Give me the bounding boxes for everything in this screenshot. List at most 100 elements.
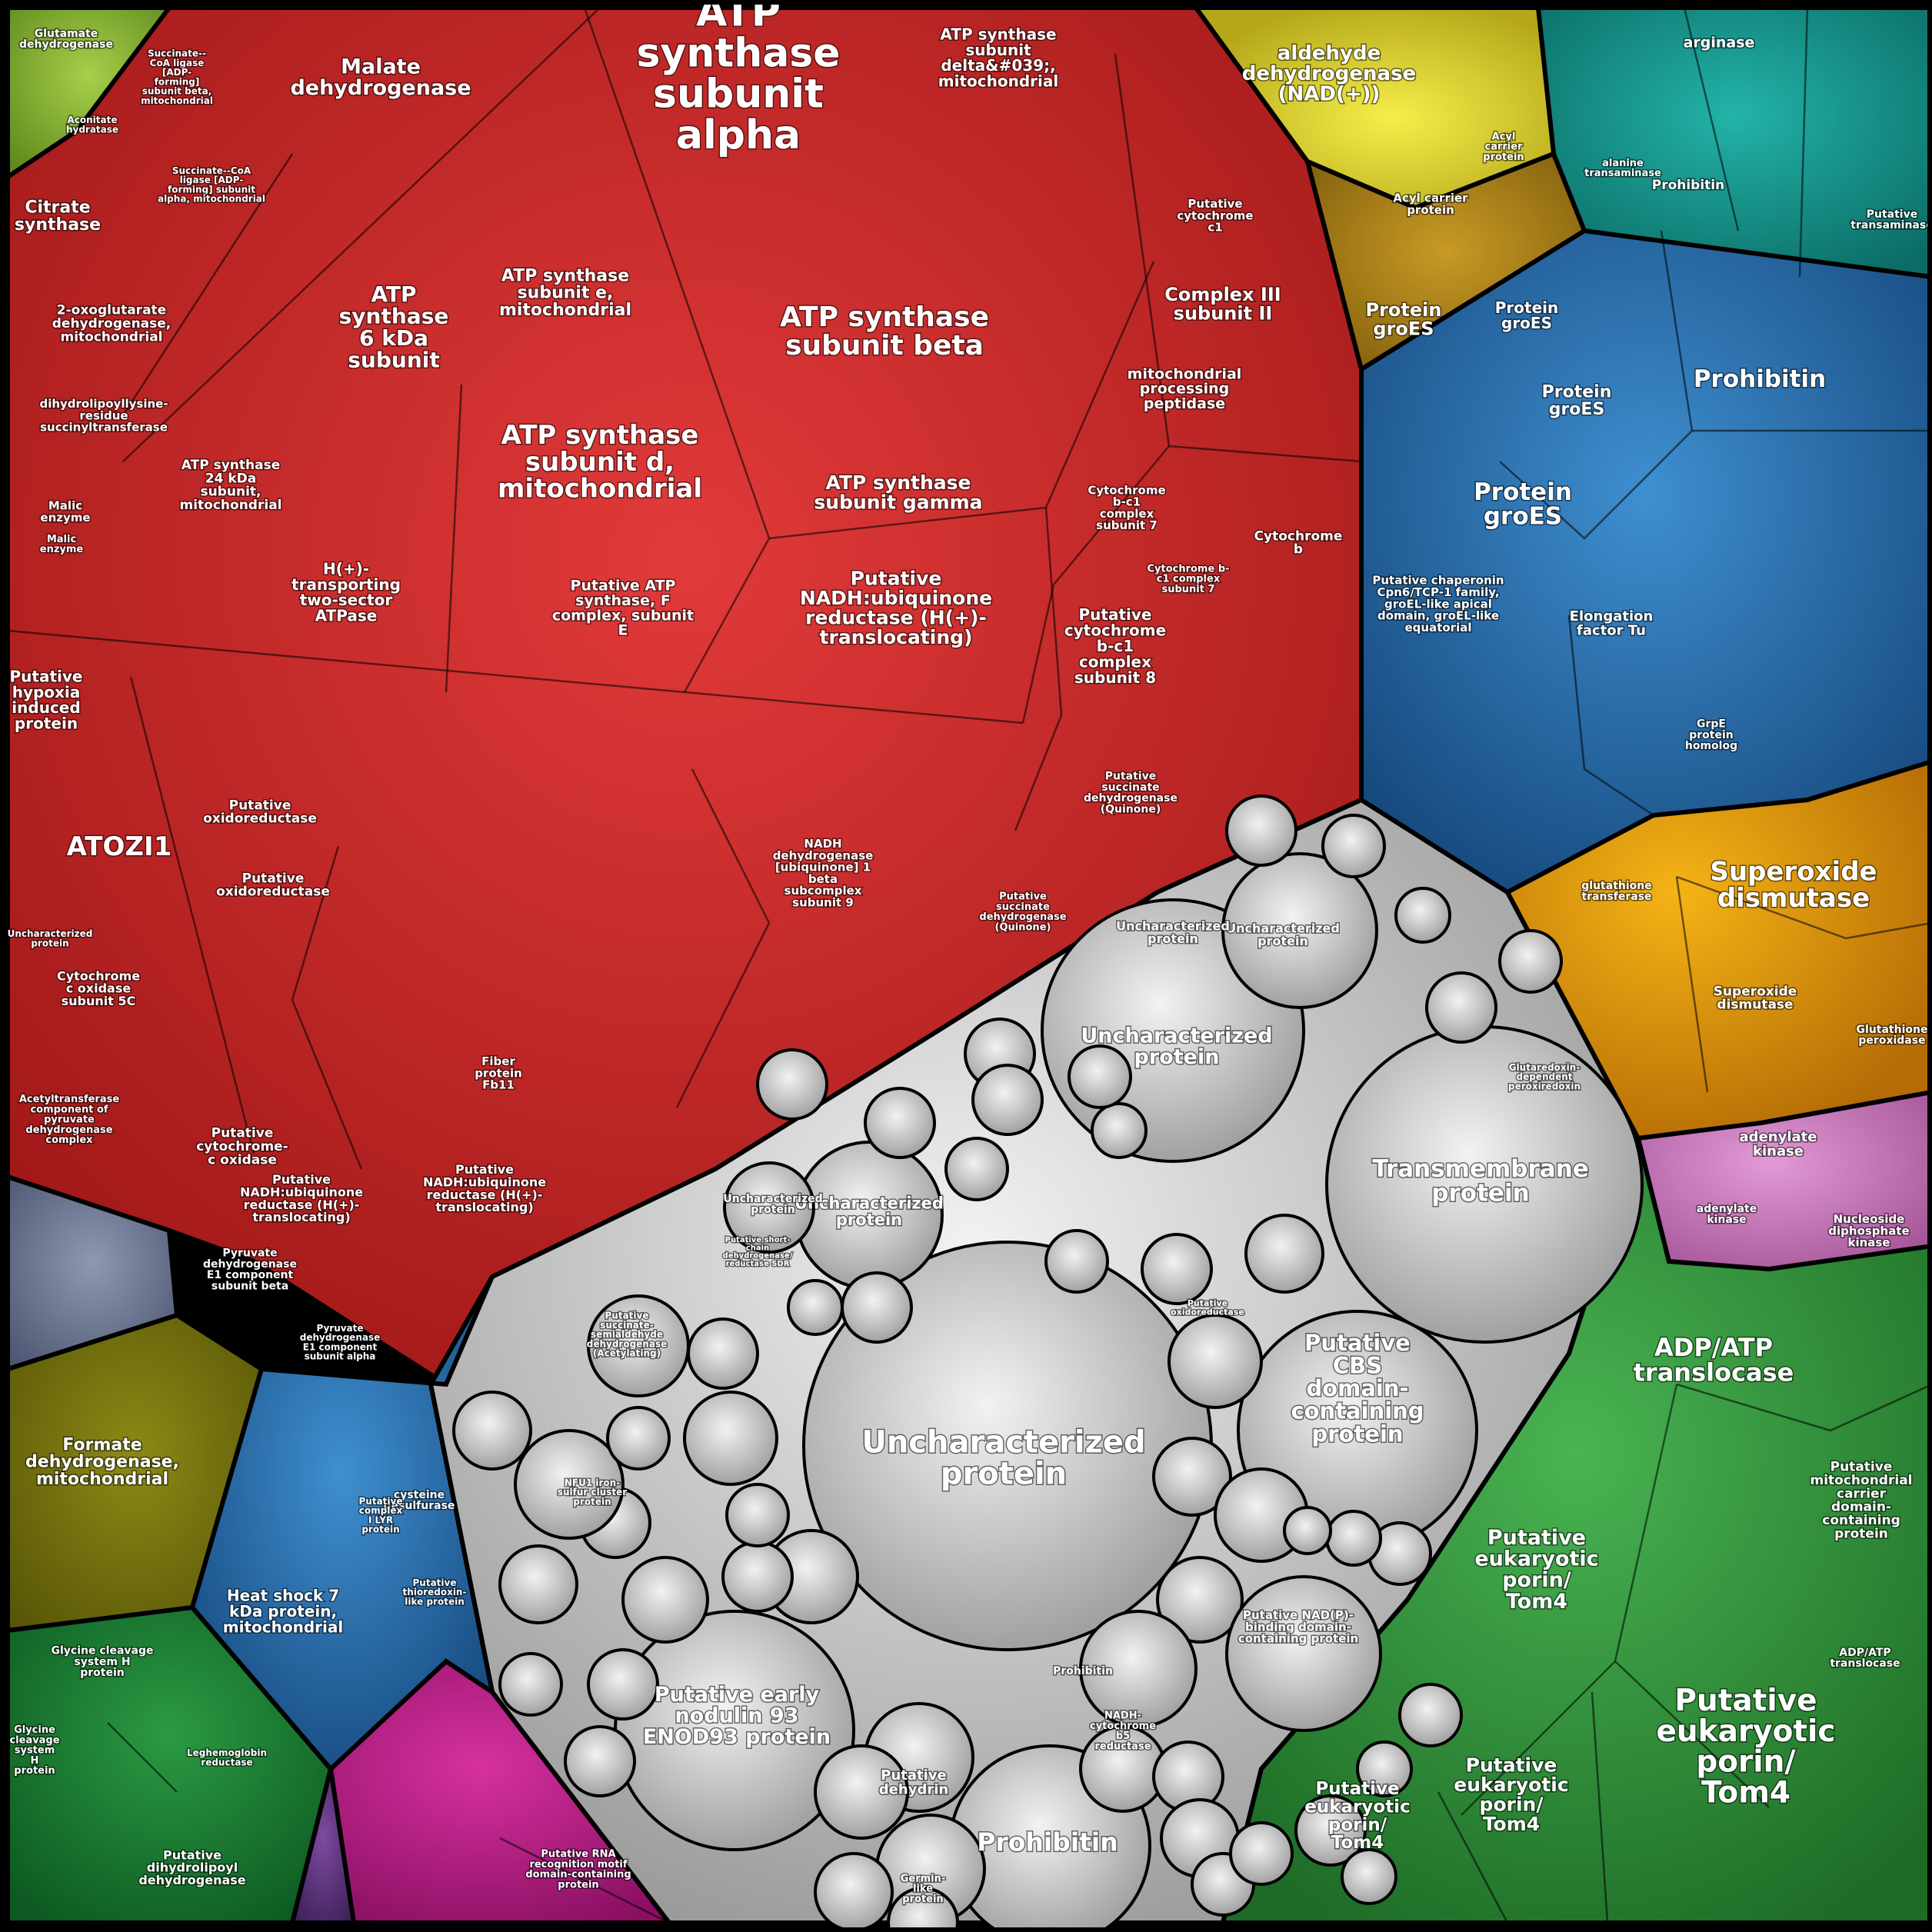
cell-label: NADH-cytochrome b5 reductase — [1090, 1710, 1156, 1753]
cell-label: Putative dihydrolipoyl dehydrogenase — [138, 1847, 245, 1887]
bubble-cell — [514, 1429, 625, 1540]
bubble-cell — [814, 1852, 894, 1932]
cell-label: Putative succinate-semialdehyde dehydrogen… — [587, 1311, 668, 1359]
cell-label: aldehyde dehydrogenase (NAD(+)) — [1242, 42, 1416, 106]
cell-label: Glutaredoxin-dependent peroxiredoxin — [1508, 1062, 1581, 1091]
label-layer: ATP synthase subunit alpha ATP synthase subun… — [6, 0, 1932, 1906]
cell-label: Putative eukaryotic porin/Tom4 — [1656, 1684, 1835, 1810]
cell-label: Uncharacterized protein — [794, 1194, 944, 1229]
cell-border — [1614, 1661, 1770, 1808]
cell-border — [1676, 875, 1932, 940]
cell-label: Prohibitin — [977, 1827, 1118, 1857]
cell-label: Putative oxidoreductase — [203, 798, 317, 826]
cell-border — [1437, 1791, 1509, 1924]
cell-label: Putative hypoxia induced protein — [10, 667, 83, 732]
bubble-cell — [756, 1048, 828, 1121]
cell-label: ATP synthase subunit d, mitochondrial — [498, 420, 702, 504]
bubble-cell — [814, 1744, 909, 1840]
cell-label: ADP/ATP translocase — [1634, 1333, 1794, 1387]
cell-border — [1683, 7, 1740, 232]
cell-label: Succinate--CoA ligase [ADP-forming] subuni… — [141, 48, 213, 106]
cell-border — [7, 629, 1024, 724]
cell-label: Prohibitin — [1652, 178, 1725, 193]
cell-label: dihydrolipoyllysine-residue succinyltrans… — [39, 397, 168, 435]
cell-label: Prohibitin — [1053, 1665, 1113, 1677]
cell-label: Uncharacterized protein — [723, 1193, 822, 1216]
cell-label: ATP synthase subunit beta — [780, 301, 989, 361]
cell-label: NADH dehydrogenase [ubiquinone] 1 beta subco… — [773, 837, 874, 910]
bubble-cell — [587, 1648, 659, 1720]
cell-border — [122, 7, 601, 462]
cell-label: Putative cytochrome-c oxidase — [196, 1126, 288, 1168]
cell-border — [291, 845, 363, 1170]
bubble-cell — [1356, 1740, 1413, 1797]
group-region-purple — [289, 1768, 357, 1925]
cell-label: arginase — [1684, 35, 1755, 52]
bubble-cell — [1152, 1437, 1232, 1517]
bubble-cell — [498, 1544, 578, 1624]
cell-label: ADP/ATP translocase — [1830, 1647, 1900, 1670]
cell-label: Putative NADH:ubiquinone reductase (H(+)-t… — [423, 1162, 546, 1214]
cell-label: Putative mitochondrial carrier domain-conta… — [1810, 1460, 1913, 1542]
cell-label: cysteine desulfurase — [384, 1489, 455, 1512]
cell-label: Putative succinate dehydrogenase (Quinone) — [979, 891, 1066, 934]
cell-label: Putative succinate dehydrogenase (Quinone) — [1084, 770, 1178, 815]
cell-label: Acetyltransferase component of pyruvate deh… — [19, 1094, 120, 1146]
bubble-cell — [944, 1137, 1009, 1201]
bubble-cell — [1425, 971, 1497, 1044]
bubble-cell — [1398, 1683, 1463, 1747]
cell-label: ATP synthase subunit e, mitochondrial — [499, 266, 631, 320]
cell-label: Cytochrome c oxidase subunit 5C — [57, 968, 140, 1008]
cell-border — [122, 153, 294, 416]
bubble-cell — [564, 1725, 636, 1797]
cell-label: ATP synthase 24 kDa subunit, mitochondrial — [180, 458, 282, 513]
cell-label: Cytochrome b-c1 complex subunit 7 — [1147, 563, 1229, 595]
bubble-cell — [1225, 1575, 1382, 1732]
cell-label: Putative dehydrin — [879, 1767, 948, 1797]
cell-label: Protein groES — [1542, 382, 1612, 418]
bubble-cell — [606, 1406, 671, 1471]
cell-label: ATP synthase subunit gamma — [814, 471, 982, 514]
cell-label: Protein groES — [1495, 298, 1558, 332]
cell-label: Putative eukaryotic porin/Tom4 — [1474, 1526, 1598, 1614]
cell-label: NFU1 iron-sulfur cluster protein — [558, 1477, 627, 1507]
cell-border — [1676, 1383, 1932, 1432]
bubble-cell — [1498, 929, 1563, 994]
cell-label: Putative NADH:ubiquinone reductase (H(+)-t… — [240, 1172, 363, 1224]
cell-label: Uncharacterized protein — [1116, 918, 1230, 945]
cell-label: Elongation factor Tu — [1570, 608, 1654, 638]
cell-label: adenylate kinase — [1740, 1129, 1817, 1159]
cell-label: mitochondrial processing peptidase — [1128, 365, 1242, 412]
bubble-cell — [721, 1541, 794, 1613]
bubble-cell — [621, 1556, 709, 1644]
cell-label: Putative transaminase — [1850, 208, 1932, 232]
cell-label: Putative NADH:ubiquinone reductase (H(+)-t… — [800, 568, 992, 649]
cell-border — [1567, 615, 1654, 817]
cell-border — [1499, 230, 1694, 540]
cell-label: Putative cytochrome b-c1 complex subunit 8 — [1064, 605, 1166, 687]
bubble-cell — [841, 1271, 913, 1344]
bubble-cell — [1079, 1610, 1198, 1728]
cell-label: Protein groES — [1474, 478, 1572, 531]
cell-label: Pyruvate dehydrogenase E1 component subunit… — [203, 1247, 297, 1292]
bubble-cell — [1091, 1102, 1148, 1159]
cell-label: Uncharacterized protein — [1226, 921, 1340, 948]
bubble-cell — [887, 1887, 959, 1932]
cell-label: Heat shock 7 kDa protein, mitochondrial — [223, 1587, 343, 1637]
bubble-cell — [1244, 1214, 1324, 1294]
bubble-cell — [1229, 1821, 1294, 1886]
cell-label: Malate dehydrogenase — [290, 55, 471, 101]
bubble-cell — [1168, 1314, 1263, 1409]
cell-label: Aconitate hydratase — [66, 115, 118, 135]
cell-label: Uncharacterized protein — [861, 1425, 1145, 1492]
bubble-cell — [1394, 887, 1451, 944]
group-region-brown — [1304, 151, 1587, 373]
cell-label: Cytochrome b — [1254, 528, 1343, 557]
bubble-cell — [725, 1483, 790, 1547]
cell-label: GrpE protein homolog — [1685, 718, 1737, 753]
group-region-blue-secondary — [189, 1275, 496, 1773]
cell-label: Leghemoglobin reductase — [187, 1747, 267, 1767]
